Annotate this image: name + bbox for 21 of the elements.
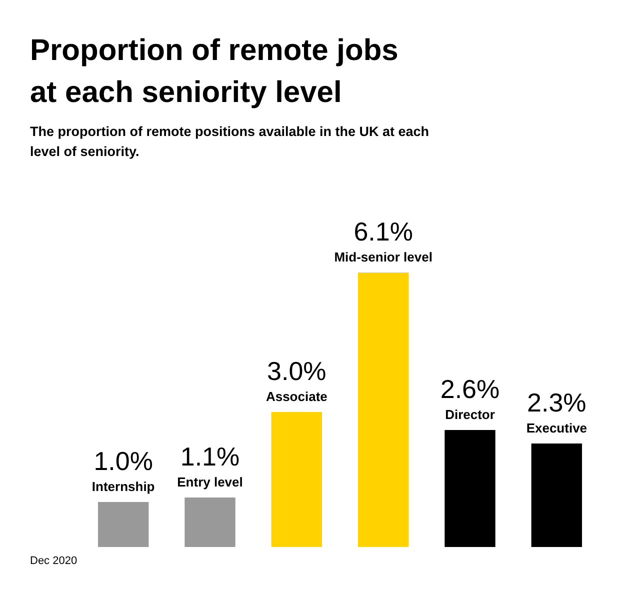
data-label: 3.0% (267, 356, 326, 386)
x-tick-label: Internship (92, 479, 155, 494)
data-label: 2.6% (440, 374, 500, 404)
text: Dec 2020 (30, 555, 78, 567)
x-tick-label: Entry level (177, 474, 243, 490)
x-tick-label: Associate (266, 389, 328, 404)
bar (184, 498, 236, 547)
data-label: 2.3% (527, 388, 586, 418)
bar (358, 272, 409, 547)
data-label: 6.1% (354, 216, 413, 247)
bar (271, 412, 322, 547)
chart-subtitle: The proportion of remote positions available in the UK at each level of seniority. (30, 123, 430, 161)
chart-title: Proportion of remote jobs at each seniority level (30, 33, 400, 111)
data-label: 1.1% (180, 442, 240, 472)
bar (98, 502, 149, 547)
x-tick-label: Executive (526, 420, 588, 436)
bar (444, 430, 496, 547)
x-tick-label: Mid-senior level (334, 250, 432, 265)
bar (531, 444, 582, 547)
data-label: 1.0% (94, 446, 153, 476)
x-tick-label: Director (445, 407, 495, 422)
